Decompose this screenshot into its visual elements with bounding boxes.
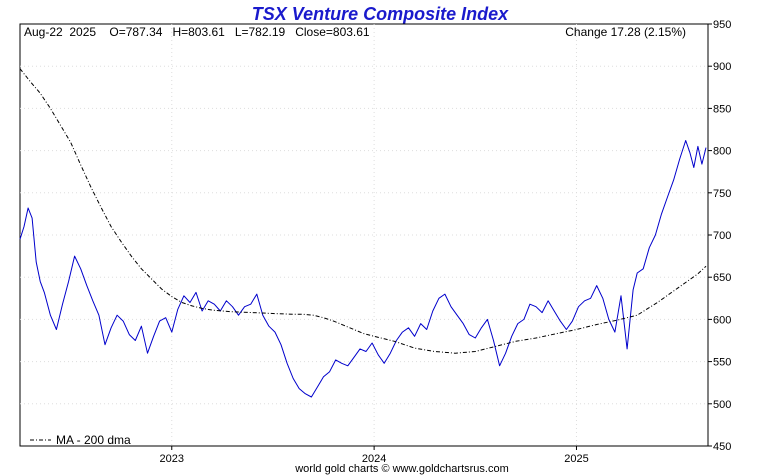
y-tick-label: 900: [713, 61, 731, 73]
y-axis: 450 500 550 600 650 700 750 800 850 900 950: [708, 19, 731, 453]
y-tick-label: 700: [713, 230, 731, 242]
chart-title: TSX Venture Composite Index: [252, 4, 509, 24]
x-tick-label: 2024: [362, 453, 386, 465]
change-readout: Change 17.28 (2.15%): [565, 25, 686, 39]
legend: MA - 200 dma: [30, 433, 131, 447]
y-tick-label: 800: [713, 146, 731, 158]
y-tick-label: 500: [713, 399, 731, 411]
footer-credit: world gold charts © www.goldchartsrus.co…: [294, 463, 509, 475]
ohlc-readout: Aug-22 2025 O=787.34 H=803.61 L=782.19 C…: [24, 25, 370, 39]
x-axis: 2023 2024 2025: [160, 446, 589, 465]
y-tick-label: 950: [713, 19, 731, 31]
x-tick-label: 2023: [160, 453, 184, 465]
series-layer: [19, 68, 707, 398]
legend-ma-label: MA - 200 dma: [56, 433, 131, 447]
x-tick-label: 2025: [564, 453, 588, 465]
y-tick-label: 750: [713, 188, 731, 200]
y-tick-label: 550: [713, 357, 731, 369]
index-price-line: [19, 140, 707, 398]
y-tick-label: 600: [713, 314, 731, 326]
y-tick-label: 650: [713, 272, 731, 284]
gridlines: [20, 24, 708, 446]
y-tick-label: 450: [713, 441, 731, 453]
y-tick-label: 850: [713, 103, 731, 115]
